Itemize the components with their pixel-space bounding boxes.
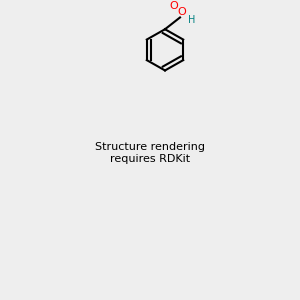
Text: O: O [177, 7, 186, 16]
Text: O: O [169, 1, 178, 10]
Text: Structure rendering
requires RDKit: Structure rendering requires RDKit [95, 142, 205, 164]
Text: H: H [188, 15, 196, 25]
